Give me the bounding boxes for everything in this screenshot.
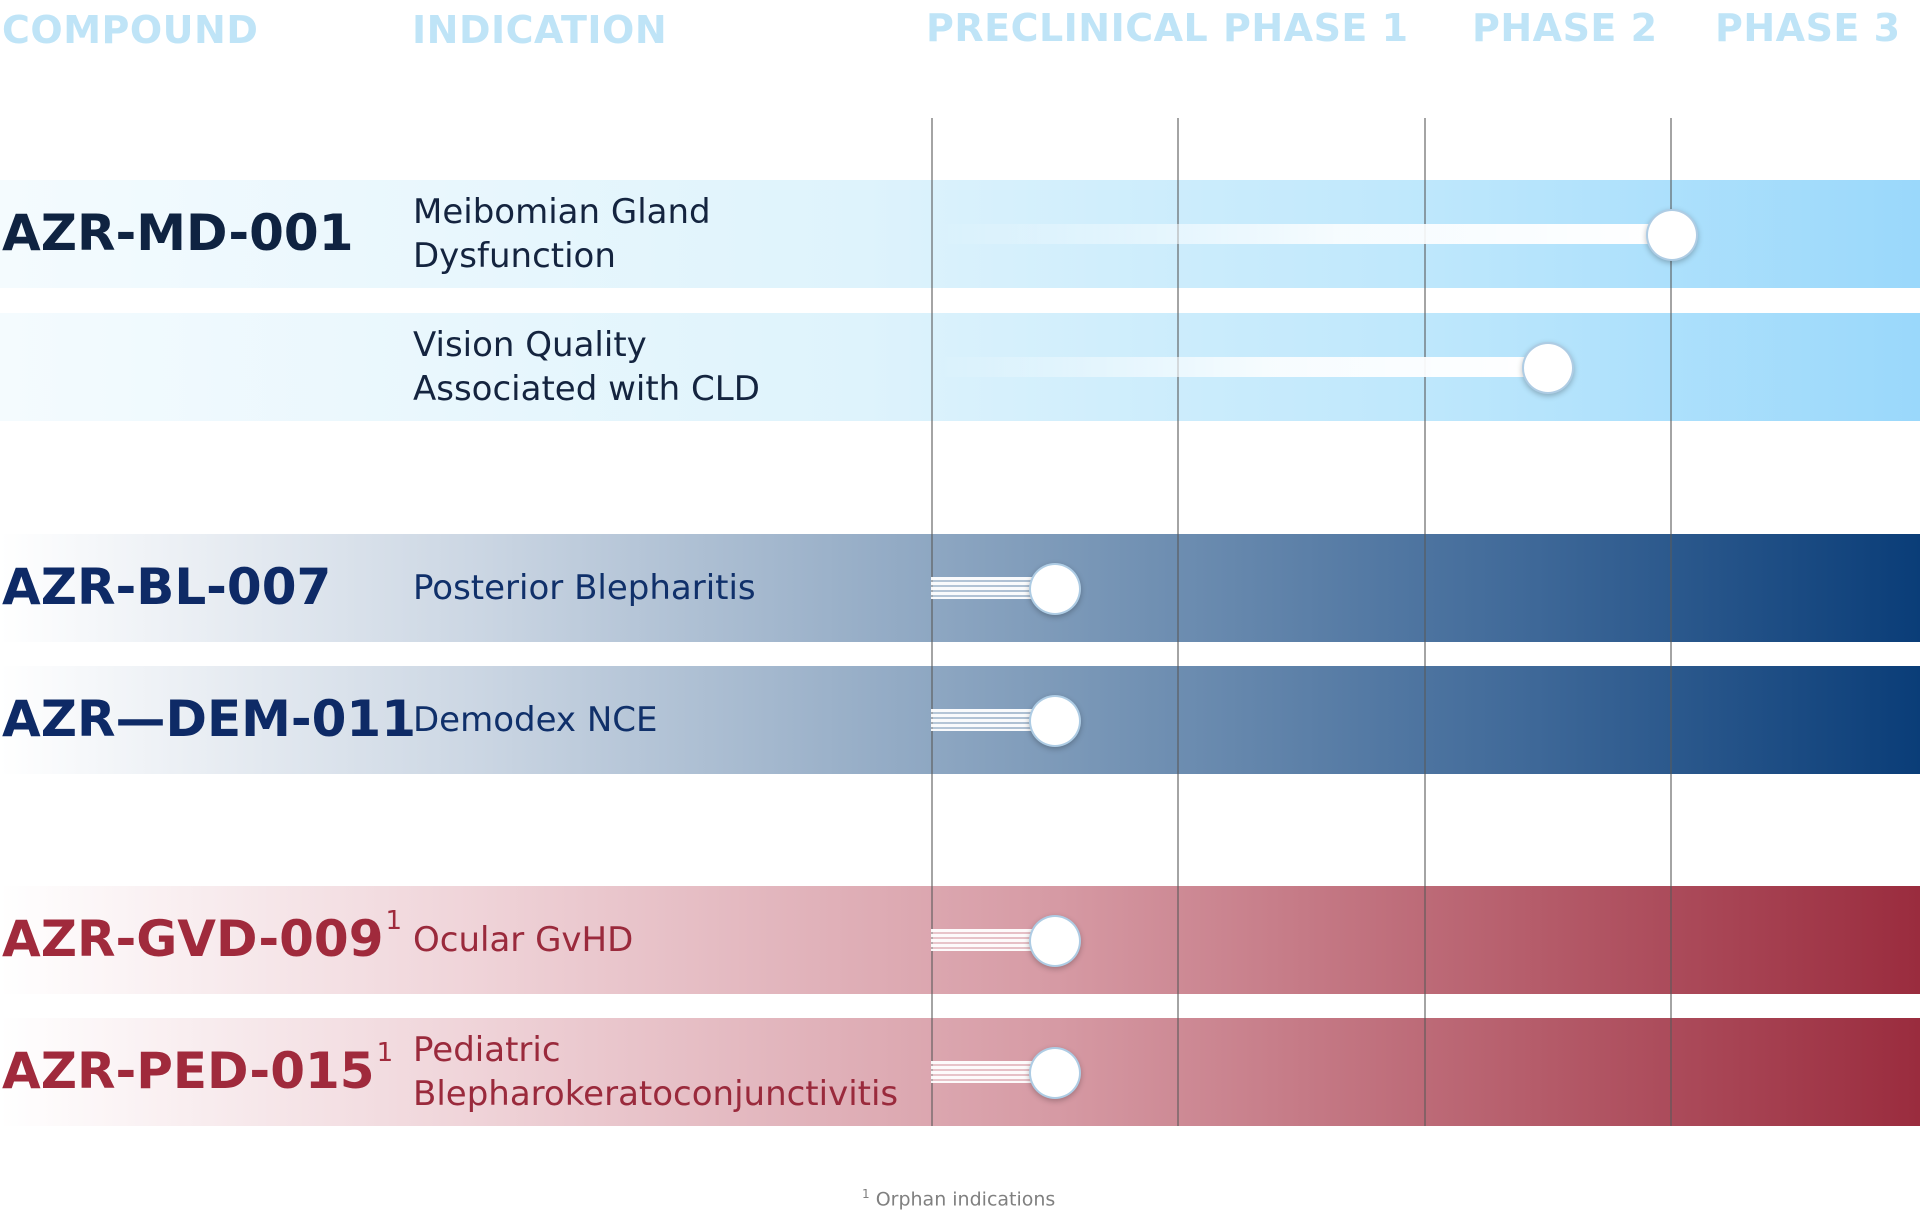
progress-marker: [1029, 695, 1082, 747]
indication-line: Vision Quality: [413, 325, 647, 365]
indication-line: Associated with CLD: [413, 369, 760, 409]
compound-label: AZR-PED-0151: [2, 1040, 393, 1096]
indication-label: Posterior Blepharitis: [413, 566, 756, 610]
indication-label: Ocular GvHD: [413, 918, 633, 962]
indication-label: Meibomian Gland Dysfunction: [413, 190, 711, 278]
progress-marker: [1522, 342, 1575, 394]
footnote: 1 Orphan indications: [862, 1187, 1055, 1210]
progress-trail: [931, 709, 1055, 731]
indication-label: Pediatric Blepharokeratoconjunctivitis: [413, 1028, 898, 1116]
column-header-compound: COMPOUND: [2, 8, 259, 52]
compound-name: AZR-BL-007: [2, 558, 332, 616]
orphan-footnote-marker: 1: [376, 1038, 394, 1068]
progress-marker: [1029, 563, 1082, 615]
progress-trail: [931, 357, 1548, 377]
stage-divider-line: [1177, 118, 1179, 1126]
progress-trail: [931, 929, 1055, 951]
stage-divider-line: [1670, 118, 1672, 1126]
compound-name: AZR-GVD-009: [2, 910, 384, 968]
stage-divider-line: [1424, 118, 1426, 1126]
orphan-footnote-marker: 1: [385, 906, 403, 936]
compound-name: AZR—DEM-011: [2, 690, 416, 748]
column-header-phase-2: PHASE 2: [1472, 6, 1658, 50]
column-header-phase-1: PHASE 1: [1223, 6, 1409, 50]
compound-label: AZR—DEM-011: [2, 694, 416, 744]
indication-line: Posterior Blepharitis: [413, 568, 756, 608]
compound-label: AZR-MD-001: [2, 208, 354, 258]
compound-name: AZR-MD-001: [2, 204, 354, 262]
footnote-text: Orphan indications: [875, 1188, 1056, 1211]
indication-line: Ocular GvHD: [413, 920, 634, 960]
indication-line: Demodex NCE: [413, 700, 658, 740]
stage-divider-line: [931, 118, 933, 1126]
indication-label: Demodex NCE: [413, 698, 658, 742]
progress-trail: [931, 1061, 1055, 1083]
progress-marker: [1029, 915, 1082, 967]
progress-trail: [931, 224, 1671, 244]
footnote-marker: 1: [862, 1187, 870, 1201]
progress-marker: [1645, 209, 1698, 261]
compound-label: AZR-GVD-0091: [2, 908, 402, 964]
progress-trail: [931, 577, 1055, 599]
column-header-phase-3: PHASE 3: [1715, 6, 1901, 50]
progress-marker: [1029, 1047, 1082, 1099]
indication-line: Pediatric: [413, 1030, 561, 1070]
indication-line: Blepharokeratoconjunctivitis: [413, 1074, 899, 1114]
indication-label: Vision Quality Associated with CLD: [413, 323, 760, 411]
column-header-indication: INDICATION: [412, 8, 668, 52]
column-header-preclinical: PRECLINICAL: [926, 6, 1209, 50]
compound-label: AZR-BL-007: [2, 562, 331, 612]
indication-line: Dysfunction: [413, 236, 616, 276]
indication-line: Meibomian Gland: [413, 192, 711, 232]
compound-name: AZR-PED-015: [2, 1042, 375, 1100]
